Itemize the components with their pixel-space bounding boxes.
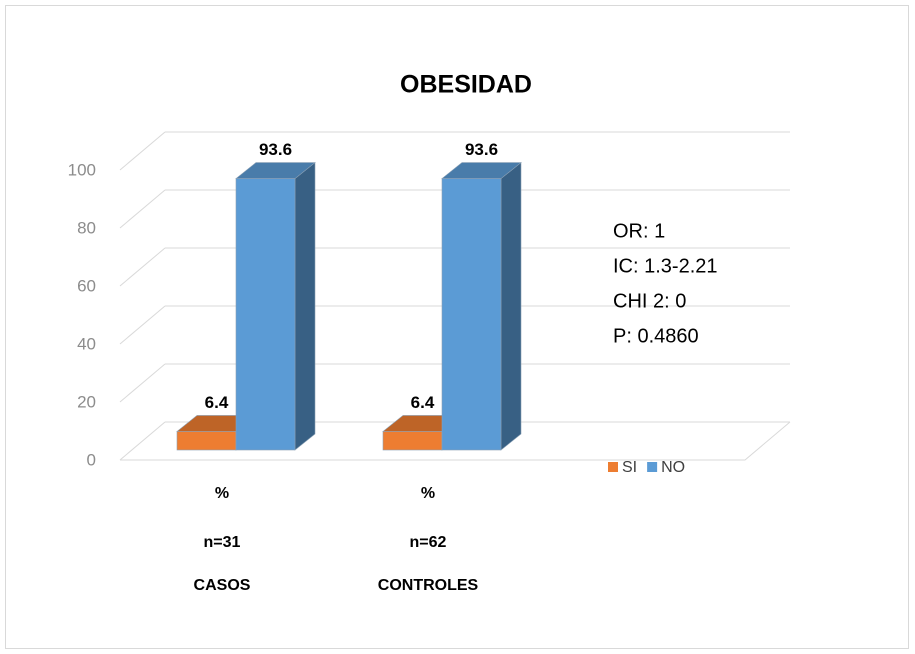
- bar-side: [500, 161, 522, 451]
- y-tick-label: 20: [77, 392, 96, 411]
- x-tick-label: %: [215, 485, 229, 502]
- bar: [235, 178, 296, 451]
- y-tick-label: 40: [77, 334, 96, 353]
- x-tick-label: n=31: [204, 534, 241, 551]
- annotation: IC: 1.3-2.21: [613, 255, 718, 277]
- annotation: CHI 2: 0: [613, 290, 686, 312]
- data-label: 6.4: [411, 393, 435, 412]
- legend-label: NO: [661, 459, 685, 476]
- y-tick-label: 0: [87, 450, 96, 469]
- x-tick-label: %: [421, 485, 435, 502]
- y-tick-label: 60: [77, 276, 96, 295]
- data-label: 6.4: [205, 393, 229, 412]
- bar: [441, 178, 502, 451]
- x-tick-label: n=62: [410, 534, 447, 551]
- data-label: 93.6: [259, 140, 292, 159]
- grid-side-line: [119, 421, 166, 461]
- legend-swatch: [647, 462, 658, 472]
- chart-title: OBESIDAD: [400, 71, 532, 99]
- x-tick-label: CONTROLES: [378, 577, 479, 594]
- bar: [382, 431, 443, 451]
- data-label: 93.6: [465, 140, 498, 159]
- x-tick-label: CASOS: [194, 577, 251, 594]
- grid-side-line: [119, 247, 166, 287]
- bar: [176, 431, 237, 451]
- grid-side-line: [119, 131, 166, 171]
- annotation: P: 0.4860: [613, 325, 699, 347]
- grid-side-line: [119, 189, 166, 229]
- y-tick-label: 80: [77, 218, 96, 237]
- floor-edge: [120, 421, 791, 461]
- annotation: OR: 1: [613, 220, 665, 242]
- bar-side: [294, 161, 316, 451]
- legend-swatch: [608, 462, 618, 472]
- grid-side-line: [119, 363, 166, 403]
- legend-label: SI: [622, 459, 637, 476]
- y-tick-label: 100: [68, 160, 96, 179]
- grid-side-line: [119, 305, 166, 345]
